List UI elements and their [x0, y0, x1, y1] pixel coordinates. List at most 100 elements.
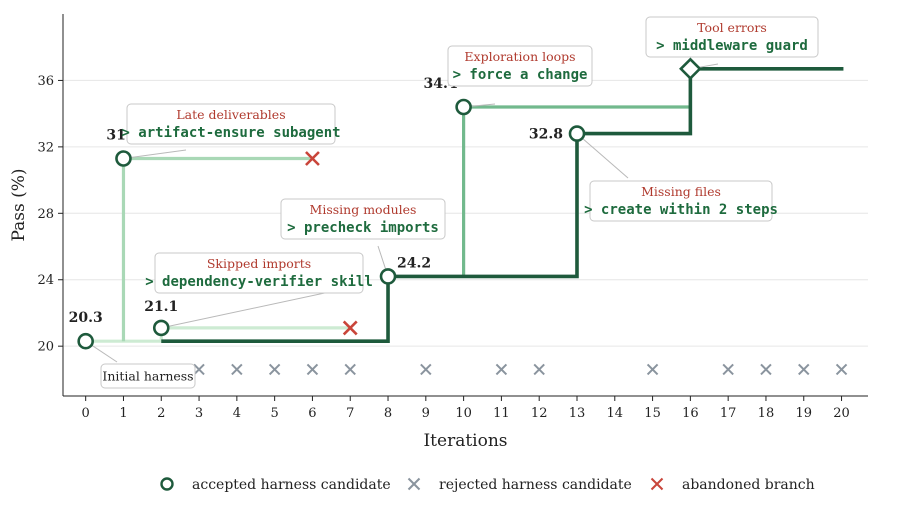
accepted-marker — [379, 268, 397, 285]
abandoned-marker — [305, 151, 320, 166]
x-tick-label: 17 — [720, 406, 737, 421]
rejected-marker-stroke — [495, 363, 508, 376]
x-tick-label: 15 — [644, 406, 661, 421]
annotation-box: Exploration loops > force a change — [447, 45, 593, 87]
annotation-box: Late deliverables > artifact-ensure subag… — [121, 103, 341, 145]
x-tick-label: 9 — [422, 406, 430, 421]
legend-label: rejected harness candidate — [439, 477, 632, 493]
x-tick-label: 10 — [455, 406, 472, 421]
x-tick-label: 20 — [833, 406, 850, 421]
y-tick-label: 28 — [37, 207, 54, 222]
axes: 0 1 2 3 4 5 6 7 8 9 10 11 12 13 14 15 16 17 18 19 2020242832… — [37, 14, 868, 421]
annotation-fix: > dependency-verifier skill — [145, 274, 373, 290]
rejected-marker-stroke — [760, 363, 772, 376]
rejected-marker — [268, 363, 281, 376]
abandoned-marker-stroke — [305, 151, 320, 166]
rejected-marker — [760, 363, 772, 376]
rejected-marker-stroke — [646, 363, 659, 376]
annotation-box: Skipped imports > dependency-verifier ski… — [145, 252, 373, 294]
x-tick-label: 16 — [682, 406, 699, 421]
annotation-text: Initial harness — [102, 369, 193, 384]
rejected-marker — [722, 363, 734, 376]
legend-item: accepted harness candidate — [160, 477, 391, 493]
x-tick-label: 19 — [795, 406, 812, 421]
accepted-marker — [568, 125, 586, 142]
legend: accepted harness candidate rejected harne… — [160, 477, 815, 493]
annotation-frame — [100, 363, 196, 389]
accepted-value-label: 20.3 — [69, 310, 103, 326]
annotation-fix: > create within 2 steps — [584, 202, 778, 218]
annotation-frame — [154, 252, 364, 294]
x-tick-label: 4 — [233, 406, 241, 421]
rejected-marker — [231, 363, 243, 376]
accepted-marker — [77, 332, 94, 350]
legend-label: abandoned branch — [682, 477, 815, 493]
legend-item: abandoned branch — [650, 477, 815, 493]
x-tick-label: 1 — [119, 406, 127, 421]
rejected-marker — [193, 363, 205, 376]
rejected-marker — [835, 363, 848, 376]
x-tick-label: 2 — [157, 406, 165, 421]
x-tick-label: 11 — [493, 406, 510, 421]
x-tick-label: 3 — [195, 406, 203, 421]
annotation-issue: Missing files — [641, 184, 721, 199]
markers — [77, 57, 848, 376]
legend-item: rejected harness candidate — [407, 477, 632, 493]
y-tick-label: 32 — [37, 140, 54, 155]
x-tick-label: 6 — [308, 406, 316, 421]
annotation-fix: > force a change — [453, 67, 588, 83]
y-tick-label: 36 — [37, 74, 54, 89]
legend-marker-stroke — [407, 477, 421, 491]
annotation-issue: Missing modules — [310, 202, 417, 217]
x-tick-label: 0 — [82, 406, 90, 421]
annotation-fix: > middleware guard — [656, 38, 808, 54]
y-tick-label: 24 — [37, 273, 54, 288]
x-tick-label: 12 — [531, 406, 548, 421]
x-tick-label: 8 — [384, 406, 392, 421]
annotation-box: Missing modules > precheck imports — [280, 198, 446, 240]
annotation-frame — [589, 180, 773, 222]
x-tick-label: 7 — [346, 406, 354, 421]
x-tick-label: 14 — [607, 406, 624, 421]
y-tick-label: 20 — [37, 340, 54, 355]
annotation-frame — [280, 198, 446, 240]
rejected-marker-stroke — [420, 363, 432, 376]
rejected-marker-stroke — [798, 363, 810, 376]
accepted-marker — [115, 150, 132, 167]
accepted-value-label: 21.1 — [144, 299, 178, 315]
annotation-issue: Late deliverables — [176, 107, 285, 122]
rejected-marker-stroke — [835, 363, 848, 376]
legend-marker-accepted — [160, 477, 174, 491]
legend-marker-stroke — [650, 477, 664, 491]
annotation-fix: > precheck imports — [287, 220, 439, 236]
annotation-box: Initial harness — [100, 363, 196, 389]
abandoned-marker-stroke — [342, 320, 358, 336]
rejected-marker-stroke — [306, 363, 319, 376]
annotations: Initial harness Late deliverables > artifa… — [100, 16, 819, 389]
accepted-marker — [152, 319, 170, 337]
legend-label: accepted harness candidate — [192, 477, 391, 493]
accepted-value-label: 32.8 — [529, 127, 563, 143]
rejected-marker-stroke — [268, 363, 281, 376]
rejected-marker — [495, 363, 508, 376]
rejected-marker-stroke — [193, 363, 205, 376]
rejected-marker-stroke — [533, 363, 545, 376]
accepted-marker — [455, 98, 472, 116]
accepted-marker-diamond — [679, 57, 702, 81]
abandoned-marker — [342, 320, 358, 336]
annotation-frame — [645, 16, 819, 58]
annotation-box: Missing files > create within 2 steps — [584, 180, 778, 222]
rejected-marker — [420, 363, 432, 376]
rejected-marker — [306, 363, 319, 376]
x-tick-label: 13 — [569, 406, 586, 421]
annotation-frame — [447, 45, 593, 87]
rejected-marker — [344, 363, 356, 376]
annotation-frame — [126, 103, 336, 145]
annotation-leader — [123, 149, 187, 159]
accepted-value-label: 24.2 — [397, 255, 431, 271]
rejected-marker-stroke — [722, 363, 734, 376]
annotation-leader — [576, 133, 629, 179]
annotation-box: Tool errors > middleware guard — [645, 16, 819, 58]
rejected-marker-stroke — [344, 363, 356, 376]
